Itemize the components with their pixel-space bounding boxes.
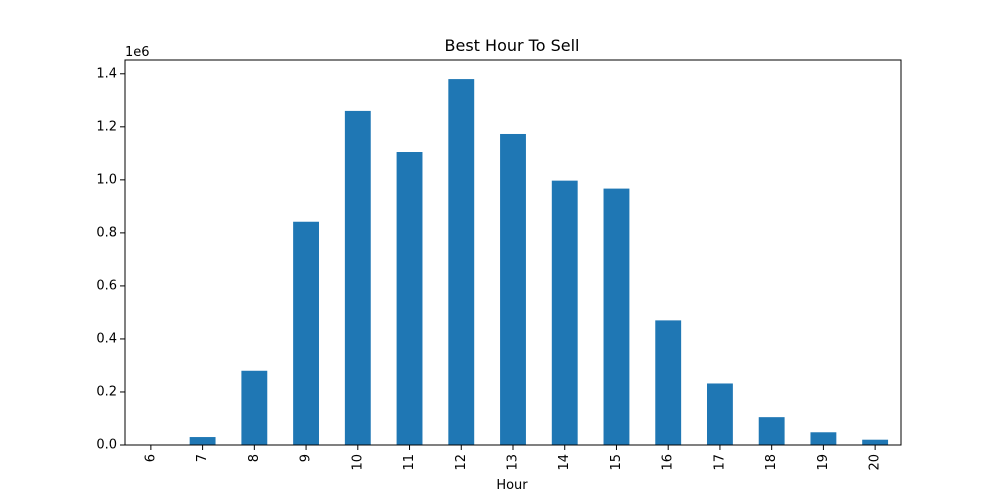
bar-14 <box>551 180 578 445</box>
y-tick-label-4: 0.8 <box>96 225 117 240</box>
bar-15 <box>603 188 630 445</box>
x-tick-label-9: 9 <box>299 454 314 462</box>
chart-title: Best Hour To Sell <box>445 36 580 55</box>
x-tick-label-10: 10 <box>350 454 365 471</box>
y-tick-label-7: 1.4 <box>96 66 117 81</box>
x-tick-label-13: 13 <box>506 454 521 471</box>
bar-19 <box>810 432 837 445</box>
x-tick-label-16: 16 <box>661 454 676 471</box>
x-tick-label-11: 11 <box>402 454 417 471</box>
x-tick-label-20: 20 <box>868 454 883 471</box>
bar-9 <box>293 221 319 445</box>
x-tick-label-18: 18 <box>764 454 779 471</box>
x-tick-label-6: 6 <box>143 454 158 462</box>
bar-18 <box>758 417 785 445</box>
bar-11 <box>396 152 423 445</box>
x-tick-label-17: 17 <box>712 454 727 471</box>
bar-10 <box>344 110 371 445</box>
bar-20 <box>862 439 889 445</box>
plot-frame <box>124 59 902 446</box>
x-axis-label: Hour <box>496 478 528 493</box>
x-tick-label-8: 8 <box>247 454 262 462</box>
bar-13 <box>500 133 526 446</box>
y-tick-label-0: 0.0 <box>96 438 117 453</box>
bar-16 <box>655 320 682 445</box>
x-tick-label-15: 15 <box>609 454 624 471</box>
y-tick-label-5: 1.0 <box>96 172 117 187</box>
y-tick-label-1: 0.2 <box>96 384 117 399</box>
y-tick-label-3: 0.6 <box>96 278 117 293</box>
x-tick-label-7: 7 <box>195 454 210 462</box>
x-tick-label-19: 19 <box>816 454 831 471</box>
y-scale-label: 1e6 <box>125 45 150 60</box>
bar-17 <box>707 383 733 445</box>
x-tick-label-14: 14 <box>557 454 572 471</box>
y-tick-label-2: 0.4 <box>96 331 117 346</box>
bar-12 <box>448 79 475 445</box>
bar-8 <box>241 370 268 445</box>
x-tick-label-12: 12 <box>454 454 469 471</box>
y-tick-label-6: 1.2 <box>96 119 117 134</box>
bar-7 <box>189 437 216 445</box>
